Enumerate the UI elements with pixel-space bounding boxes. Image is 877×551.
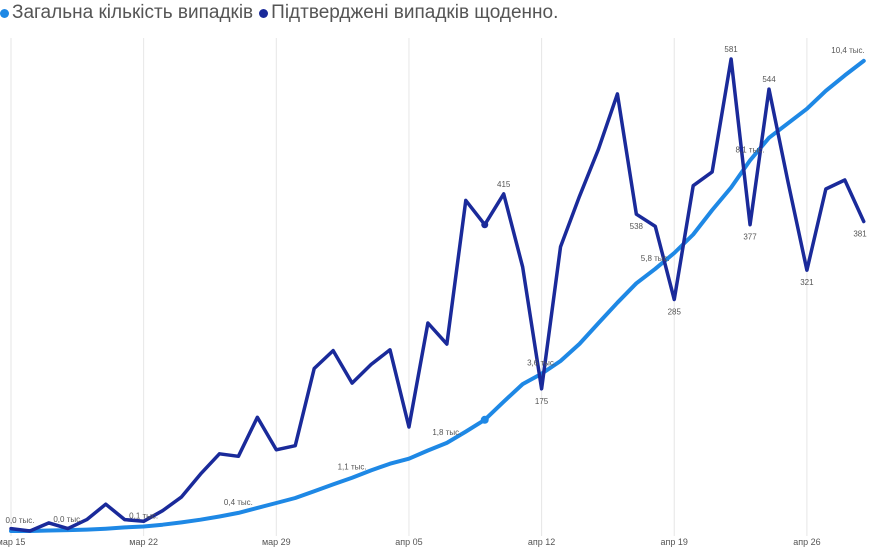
total-data-label: 1,1 тыс. <box>338 463 367 472</box>
daily-data-label: 377 <box>743 233 757 242</box>
total-data-label: 0,1 тыс. <box>129 511 158 520</box>
daily-data-label: 285 <box>668 307 682 316</box>
total-data-label: 10,4 тыс. <box>831 46 864 55</box>
x-tick-label: апр 12 <box>528 537 555 547</box>
daily-data-label: 415 <box>497 180 511 189</box>
total-data-label: 5,8 тыс. <box>641 254 670 263</box>
daily-data-label: 321 <box>800 278 814 287</box>
x-tick-label: апр 19 <box>661 537 688 547</box>
x-tick-label: мар 29 <box>262 537 291 547</box>
total-data-label: 0,0 тыс. <box>6 516 35 525</box>
total-data-label: 0,0 тыс. <box>53 515 82 524</box>
daily-data-label: 175 <box>535 397 549 406</box>
legend-item-daily[interactable]: Підтверджені випадків щоденно. <box>259 2 558 24</box>
daily-data-label: 381 <box>853 229 867 238</box>
daily-data-label: 581 <box>724 45 738 54</box>
legend-marker-total <box>0 8 9 18</box>
line-total-cases <box>9 58 866 533</box>
series-total-cases <box>9 58 866 533</box>
x-tick-label: апр 26 <box>793 537 820 547</box>
series-daily-cases <box>9 57 866 533</box>
daily-data-label: 544 <box>762 75 776 84</box>
legend-marker-daily <box>259 8 269 18</box>
daily-data-label: 538 <box>630 222 644 231</box>
legend-label-daily: Підтверджені випадків щоденно. <box>271 2 559 23</box>
x-tick-label: мар 15 <box>0 537 25 547</box>
grid-lines <box>10 38 808 536</box>
x-axis: мар 15 мар 22 мар 29 апр 05 апр 12 апр 19 апр … <box>0 537 821 547</box>
line-daily-cases <box>9 57 866 533</box>
total-data-label: 3,6 тыс. <box>527 359 556 368</box>
x-tick-label: апр 05 <box>395 537 422 547</box>
point-marker-daily <box>481 221 489 229</box>
legend-label-total: Загальна кількість випадків <box>12 2 254 23</box>
legend-item-total[interactable]: Загальна кількість випадків <box>0 2 253 24</box>
total-data-label: 8,1 тыс. <box>736 145 765 154</box>
chart-legend: Загальна кількість випадків Підтверджені… <box>0 0 564 26</box>
total-data-label: 1,8 тыс. <box>432 428 461 437</box>
data-labels: 0,0 тыс. 0,0 тыс. 0,1 тыс. 0,4 тыс. 1,1 тыс.… <box>6 45 868 525</box>
point-marker-total <box>480 415 489 424</box>
total-data-label: 0,4 тыс. <box>224 498 253 507</box>
x-tick-label: мар 22 <box>129 537 158 547</box>
